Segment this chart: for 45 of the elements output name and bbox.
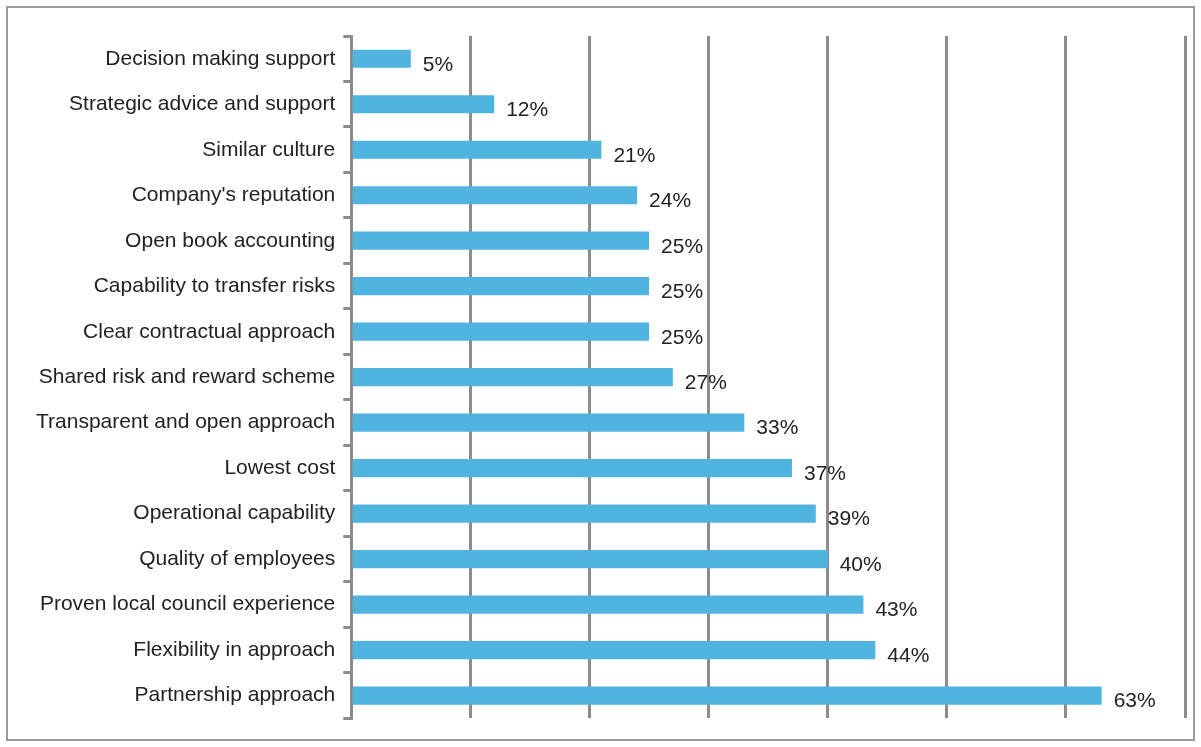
y-tick-label: Clear contractual approach [83, 318, 336, 342]
data-label: 33% [756, 415, 799, 439]
y-tick-label: Partnership approach [134, 682, 336, 706]
y-tick-label: Decision making support [105, 45, 336, 69]
y-tick-label: Open book accounting [125, 227, 336, 251]
data-label: 21% [613, 142, 656, 166]
bar [352, 231, 650, 250]
y-tick-label: Operational capability [133, 500, 336, 524]
data-label: 37% [803, 460, 846, 484]
y-tick-label: Strategic advice and support [69, 91, 336, 115]
data-label: 27% [684, 370, 727, 393]
bar [352, 95, 495, 114]
y-tick-label: Lowest cost [224, 454, 336, 478]
y-tick-label: Flexibility in approach [133, 636, 336, 660]
bar [352, 277, 650, 296]
data-label: 12% [506, 97, 549, 121]
data-label: 40% [839, 551, 882, 575]
bar [352, 368, 673, 387]
bar [352, 686, 1102, 705]
data-label: 44% [887, 642, 930, 666]
data-label: 25% [661, 279, 704, 303]
data-label: 25% [661, 233, 704, 257]
data-label: 25% [661, 324, 704, 348]
y-tick-label: Capability to transfer risks [93, 273, 336, 297]
bar [352, 413, 745, 432]
data-label: 63% [1113, 688, 1156, 712]
data-label: 39% [827, 506, 870, 530]
bar [352, 641, 876, 660]
y-tick-label: Shared risk and reward scheme [38, 364, 336, 387]
data-label: 5% [422, 51, 454, 75]
bar [352, 140, 602, 159]
bar [352, 595, 864, 614]
bar [352, 186, 638, 205]
data-label: 24% [649, 188, 692, 212]
bar [352, 322, 650, 341]
bar [352, 504, 816, 523]
y-tick-label: Similar culture [202, 136, 336, 160]
bar [352, 550, 828, 569]
y-tick-label: Quality of employees [139, 545, 336, 569]
bar [352, 49, 411, 68]
bar [352, 459, 792, 478]
y-tick-label: Transparent and open approach [35, 409, 336, 433]
y-tick-label: Company's reputation [131, 182, 336, 206]
y-tick-label: Proven local council experience [39, 591, 336, 615]
data-label: 43% [875, 597, 918, 621]
